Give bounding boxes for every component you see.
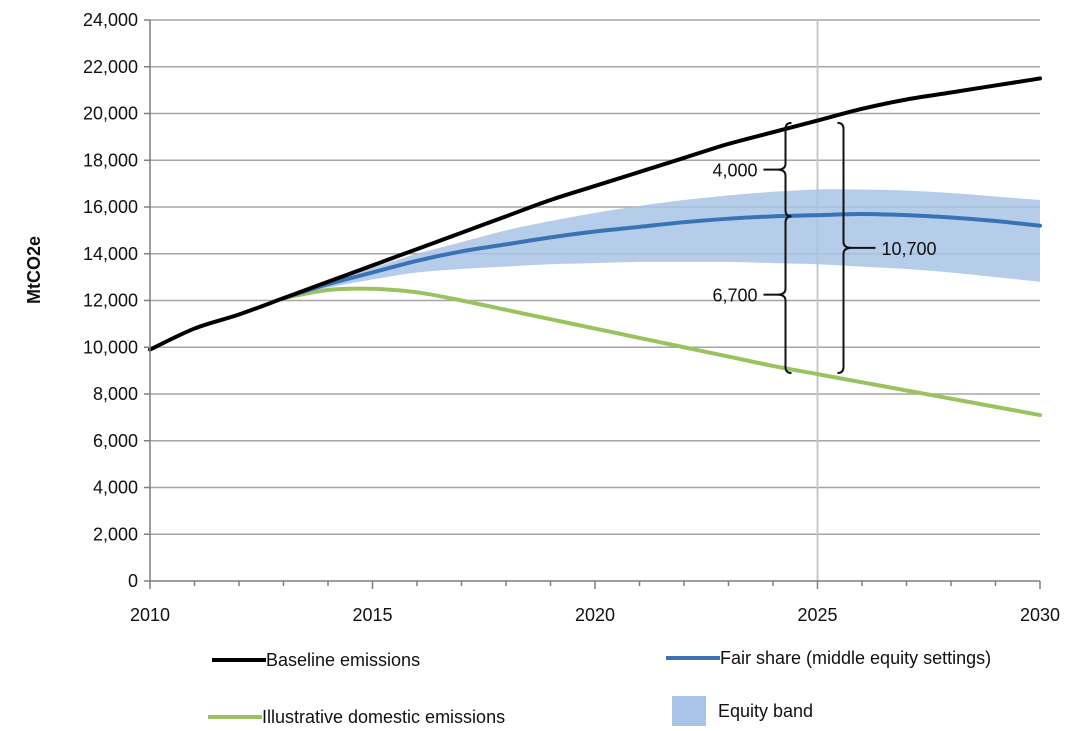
y-tick-label: 14,000 — [83, 244, 138, 264]
legend-label: Equity band — [718, 701, 813, 721]
y-tick-label: 6,000 — [93, 431, 138, 451]
annotation-label: 10,700 — [882, 239, 937, 259]
x-tick-label: 2010 — [130, 605, 170, 625]
x-tick-label: 2025 — [797, 605, 837, 625]
legend-label: Fair share (middle equity settings) — [720, 648, 991, 668]
legend-item: Fair share (middle equity settings) — [666, 648, 991, 668]
y-tick-label: 8,000 — [93, 384, 138, 404]
legend-label: Baseline emissions — [266, 650, 420, 670]
y-tick-label: 10,000 — [83, 337, 138, 357]
equity-band-layer — [283, 189, 1040, 299]
annotation-label: 4,000 — [712, 161, 757, 181]
legend-swatch-box — [672, 696, 706, 726]
y-tick-label: 2,000 — [93, 524, 138, 544]
equity-band — [283, 189, 1040, 299]
legend-item: Baseline emissions — [212, 650, 420, 670]
series-line-illustrative-domestic-emissions — [281, 286, 1042, 418]
series-line-fair-share-middle-equity-settings — [281, 212, 1042, 301]
x-tick-label: 2020 — [575, 605, 615, 625]
gridlines — [150, 19, 1040, 581]
y-tick-label: 18,000 — [83, 150, 138, 170]
y-tick-label: 20,000 — [83, 104, 138, 124]
y-tick-label: 4,000 — [93, 478, 138, 498]
y-axis-title: MtCO2e — [24, 236, 44, 304]
legend-label: Illustrative domestic emissions — [262, 707, 505, 727]
y-tick-label: 0 — [128, 571, 138, 591]
axes: 0 2,000 4,000 6,000 8,000 10,000 12,000 14,000 1… — [83, 10, 1060, 625]
y-tick-label: 22,000 — [83, 57, 138, 77]
y-tick-label: 24,000 — [83, 10, 138, 30]
legend-item: Equity band — [672, 696, 813, 726]
x-tick-label: 2030 — [1020, 605, 1060, 625]
annotations: 4,000 6,700 10,700 — [712, 121, 937, 374]
series-line-baseline-emissions — [148, 76, 1042, 352]
series-lines — [148, 76, 1042, 418]
annotation-label: 6,700 — [712, 286, 757, 306]
legend: Baseline emissions Fair share (middle equ… — [208, 648, 991, 727]
y-tick-label: 16,000 — [83, 197, 138, 217]
legend-item: Illustrative domestic emissions — [208, 707, 505, 727]
y-tick-label: 12,000 — [83, 291, 138, 311]
x-tick-label: 2015 — [352, 605, 392, 625]
